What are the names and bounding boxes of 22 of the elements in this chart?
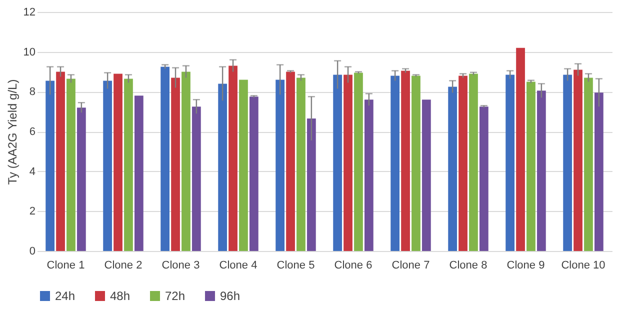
y-tick-label: 2 [29,206,36,218]
legend-label: 48h [110,289,130,303]
x-tick-label: Clone 9 [506,260,545,272]
y-tick-label: 10 [23,46,36,58]
x-tick-label: Clone 10 [561,260,606,272]
y-tick-label: 6 [29,126,36,138]
legend-label: 72h [165,289,186,303]
x-tick-label: Clone 8 [449,260,488,272]
legend-label: 96h [220,289,240,303]
x-tick-label: Clone 6 [334,260,372,272]
x-tick-label: Clone 2 [104,260,142,272]
x-tick-label: Clone 7 [392,260,430,272]
y-tick-label: 4 [29,166,36,178]
y-axis-title: Ty (AA2G Yield g/L) [5,79,20,185]
legend-label: 24h [55,289,76,303]
x-tick-label: Clone 1 [46,260,85,272]
y-tick-label: 12 [23,6,36,18]
y-tick-label: 0 [29,246,36,258]
x-tick-label: Clone 4 [219,260,258,272]
y-tick-label: 8 [29,86,36,98]
x-tick-label: Clone 5 [276,260,315,272]
x-tick-label: Clone 3 [162,260,200,272]
